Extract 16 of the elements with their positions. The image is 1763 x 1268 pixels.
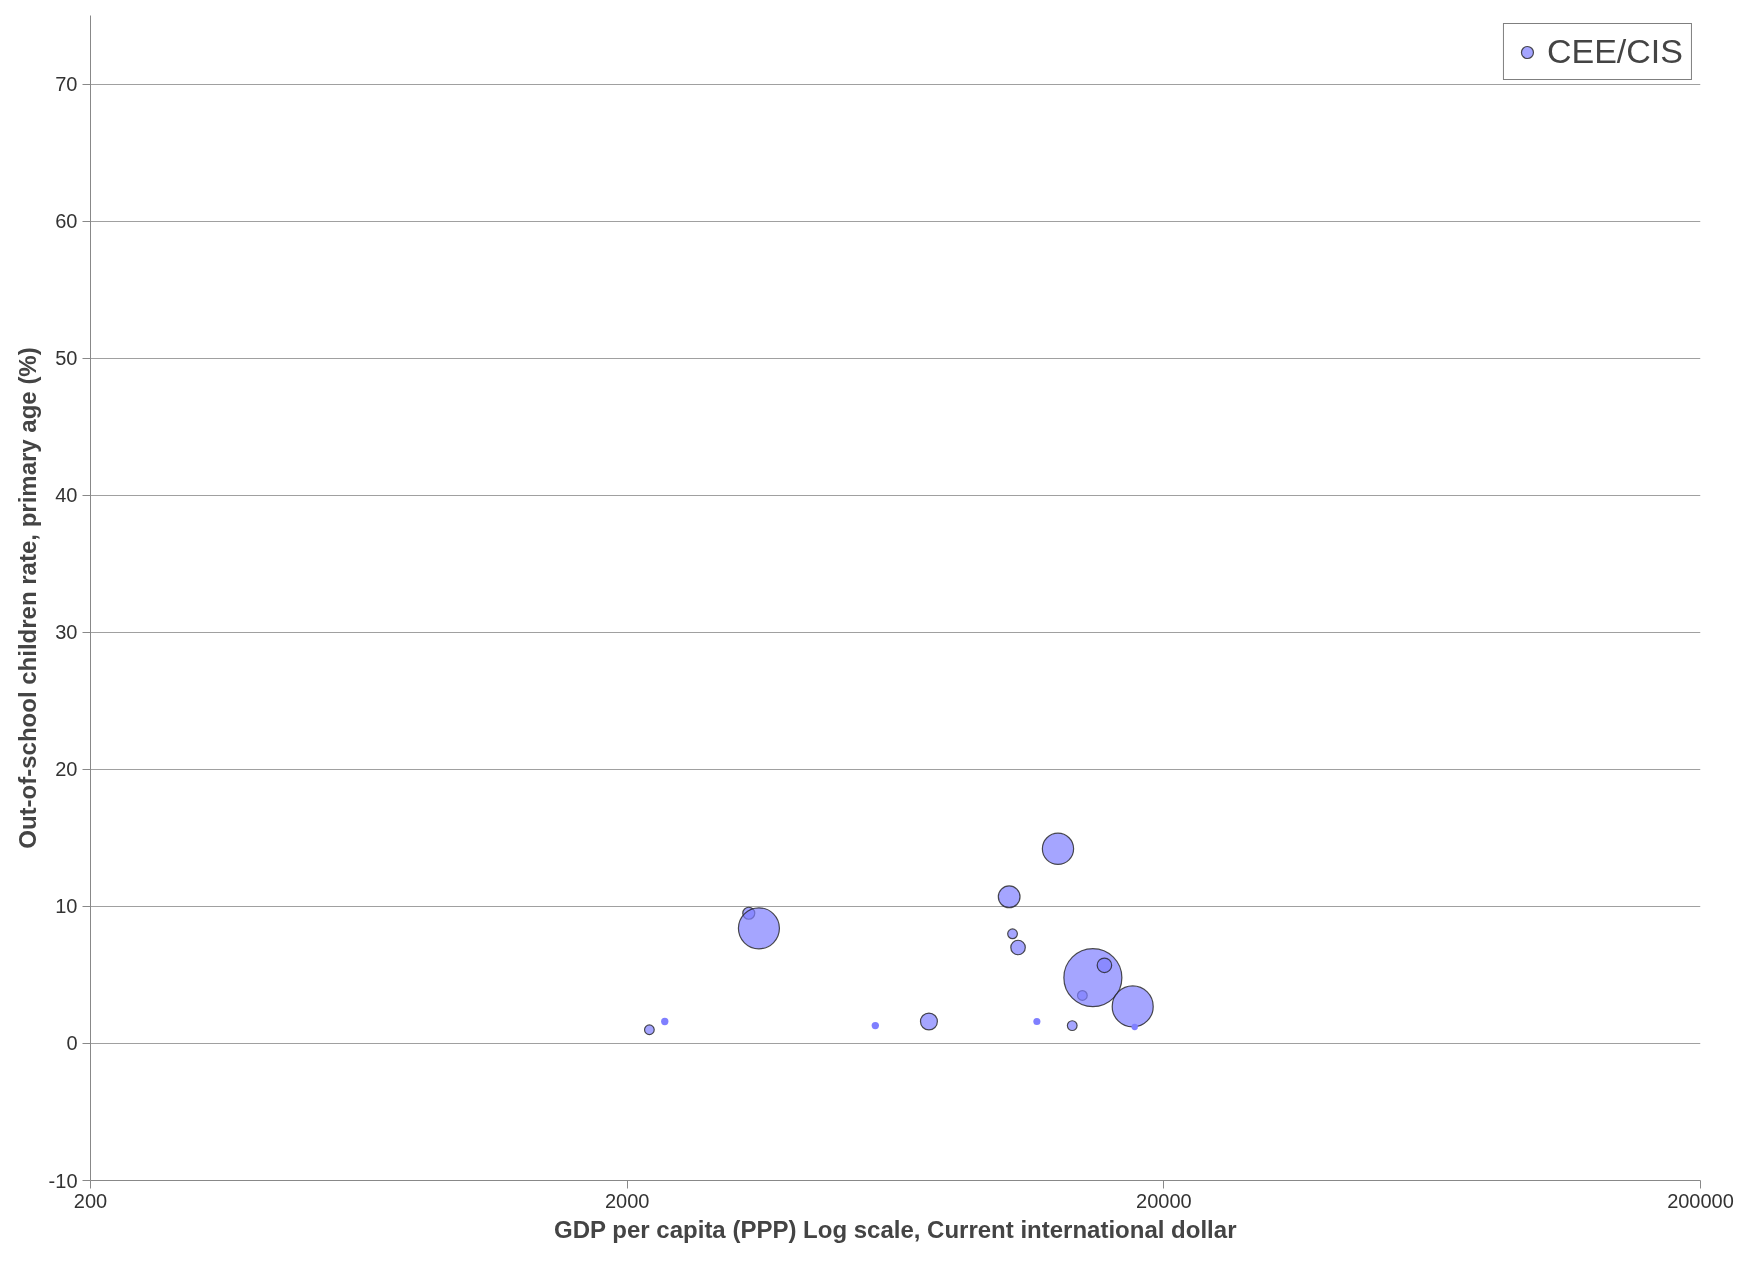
y-tick-label: 40 — [55, 484, 78, 507]
y-tick-label: 20 — [55, 758, 78, 781]
legend-label: CEE/CIS — [1546, 32, 1683, 71]
x-tick-label: 200 — [73, 1189, 108, 1212]
y-tick-label: 70 — [55, 73, 78, 96]
y-tick-label: 50 — [55, 347, 78, 370]
y-tick-label: 0 — [66, 1032, 78, 1055]
x-tick-label: 2000 — [604, 1189, 650, 1212]
y-axis-title: Out-of-school children rate, primary age (%) — [13, 347, 41, 849]
y-tick-label: 10 — [55, 895, 78, 918]
x-axis-title: GDP per capita (PPP) Log scale, Current international dollar — [554, 1215, 1237, 1243]
y-tick-label: -10 — [48, 1169, 78, 1192]
y-tick-label: 60 — [55, 210, 78, 233]
y-tick-label: 30 — [55, 621, 78, 644]
x-tick-label: 200000 — [1667, 1189, 1734, 1212]
x-tick-label: 20000 — [1136, 1189, 1192, 1212]
